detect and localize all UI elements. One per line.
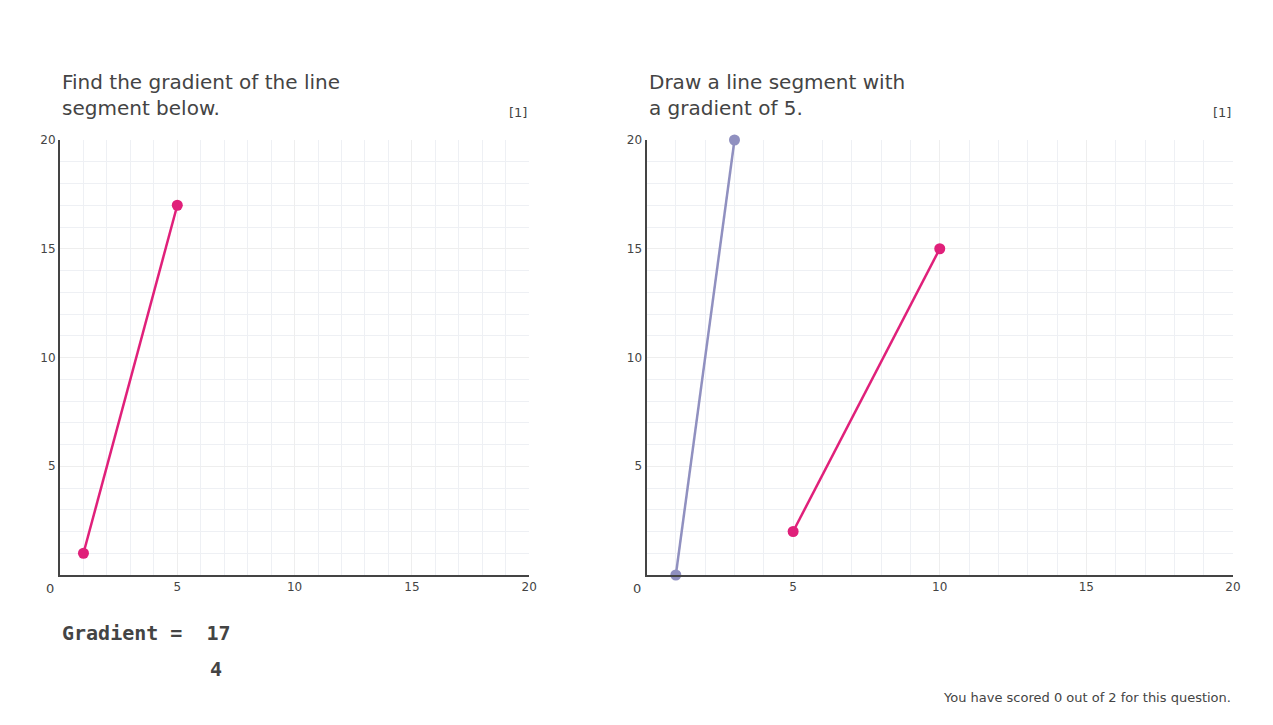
svg-text:5: 5 — [173, 580, 181, 594]
svg-text:20: 20 — [522, 580, 537, 594]
svg-text:20: 20 — [40, 133, 55, 147]
svg-text:Draw a line segment witha grad: Draw a line segment witha gradient of 5. — [649, 70, 905, 120]
svg-text:5: 5 — [634, 459, 642, 473]
svg-text:Find the gradient of the lines: Find the gradient of the linesegment bel… — [62, 70, 340, 120]
svg-text:10: 10 — [932, 580, 947, 594]
svg-text:0: 0 — [633, 581, 641, 596]
svg-text:5: 5 — [48, 459, 56, 473]
svg-text:15: 15 — [404, 580, 419, 594]
svg-text:Gradient = 17: Gradient = 17 — [62, 621, 231, 645]
svg-text:10: 10 — [627, 351, 642, 365]
svg-text:20: 20 — [1225, 580, 1240, 594]
svg-text:0: 0 — [46, 581, 54, 596]
svg-text:You have scored 0 out of 2 for: You have scored 0 out of 2 for this ques… — [943, 690, 1231, 705]
svg-text:15: 15 — [40, 242, 55, 256]
svg-text:[1]: [1] — [509, 105, 527, 120]
svg-text:10: 10 — [40, 351, 55, 365]
svg-text:5: 5 — [789, 580, 797, 594]
svg-text:20: 20 — [627, 133, 642, 147]
svg-text:4: 4 — [210, 657, 222, 681]
svg-text:15: 15 — [1079, 580, 1094, 594]
svg-text:15: 15 — [627, 242, 642, 256]
svg-text:10: 10 — [287, 580, 302, 594]
svg-text:[1]: [1] — [1213, 105, 1231, 120]
